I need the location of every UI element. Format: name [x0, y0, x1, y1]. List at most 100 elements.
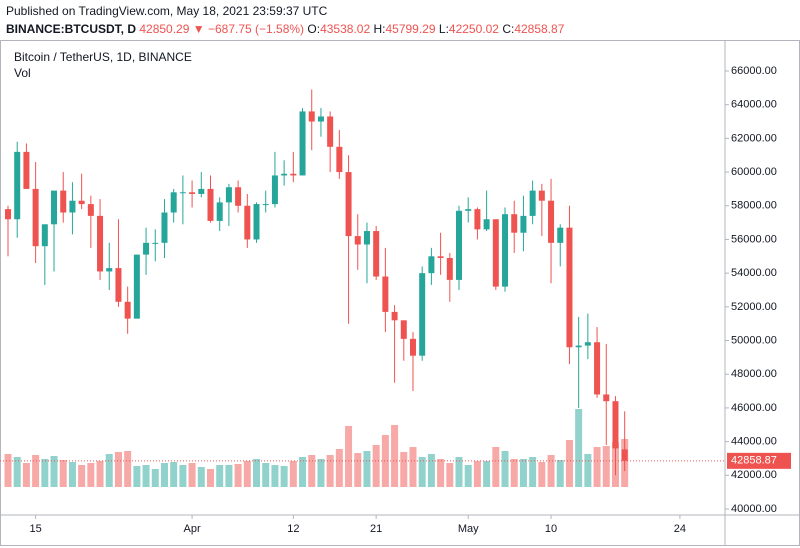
- x-tick-label: 10: [545, 523, 557, 535]
- candle-body: [456, 210, 463, 280]
- candle-body: [179, 192, 186, 194]
- y-tick-label: 64000.00: [731, 99, 777, 111]
- candle-body: [400, 320, 407, 339]
- volume-bar: [381, 435, 389, 487]
- candle-body: [51, 190, 58, 225]
- high: 45799.29: [385, 22, 436, 36]
- volume-bar: [335, 449, 343, 487]
- volume-bar: [299, 457, 307, 487]
- candle-body: [308, 111, 315, 122]
- x-tick-label: May: [458, 523, 479, 535]
- candle-body: [382, 276, 389, 312]
- volume-bar: [529, 457, 537, 487]
- candle-body: [41, 224, 48, 247]
- o-label: O:: [307, 22, 321, 36]
- candle-body: [538, 190, 545, 201]
- candle-body: [124, 301, 131, 319]
- chart-title: Bitcoin / TetherUS, 1D, BINANCE: [14, 50, 192, 64]
- y-tick-label: 44000.00: [731, 436, 777, 448]
- volume-bar: [317, 459, 325, 487]
- candle-body: [207, 188, 214, 221]
- candle-body: [483, 219, 490, 230]
- candle-body: [14, 151, 21, 220]
- l-label: L:: [438, 22, 449, 36]
- candle-body: [87, 204, 94, 216]
- volume-bar: [446, 463, 454, 487]
- candle-body: [23, 151, 30, 189]
- y-tick-label: 40000.00: [731, 503, 777, 515]
- volume-bar: [87, 463, 95, 487]
- volume-bar: [262, 463, 270, 487]
- volume-bar: [538, 462, 546, 487]
- symbol: BINANCE:BTCUSDT, D: [6, 22, 136, 36]
- candle-body: [409, 338, 416, 356]
- candle-body: [262, 204, 269, 206]
- volume-bar: [575, 409, 583, 487]
- y-tick-label: 46000.00: [731, 402, 777, 414]
- candle-body: [502, 214, 509, 287]
- open: 43538.02: [320, 22, 371, 36]
- volume-bar: [105, 454, 113, 487]
- candle-body: [437, 256, 444, 258]
- candle-body: [354, 236, 361, 245]
- volume-bar: [519, 459, 527, 487]
- volume-bar: [584, 454, 592, 487]
- candle-body: [575, 345, 582, 348]
- volume-bar: [391, 425, 399, 487]
- volume-bar: [179, 465, 187, 487]
- volume-bar: [59, 460, 67, 487]
- volume-bar: [225, 465, 233, 487]
- candle-body: [244, 205, 251, 240]
- volume-bar: [289, 461, 297, 487]
- candle-body: [133, 254, 140, 319]
- candle-body: [566, 227, 573, 348]
- volume-bar: [253, 459, 261, 487]
- volume-bar: [243, 461, 251, 487]
- volume-bar: [133, 466, 141, 487]
- candle-body: [299, 111, 306, 176]
- volume-bar: [492, 447, 500, 487]
- change: −687.75 (−1.58%): [207, 22, 305, 36]
- x-tick-label: 12: [287, 523, 299, 535]
- volume-bar: [206, 469, 214, 487]
- volume-bar: [345, 426, 353, 487]
- volume-bar: [464, 465, 472, 487]
- y-tick-label: 60000.00: [731, 166, 777, 178]
- y-tick-label: 54000.00: [731, 267, 777, 279]
- candle-body: [189, 192, 196, 194]
- candle-body: [115, 268, 122, 302]
- volume-bar: [142, 465, 150, 487]
- candle-body: [363, 231, 370, 245]
- candle-body: [32, 188, 39, 247]
- c-label: C:: [502, 22, 515, 36]
- quote-line: BINANCE:BTCUSDT, D 42850.29 ▼ −687.75 (−…: [6, 20, 564, 38]
- close: 42858.87: [514, 22, 565, 36]
- candle-body: [106, 268, 113, 272]
- x-tick-label: 21: [370, 523, 382, 535]
- header: Published on TradingView.com, May 18, 20…: [6, 2, 564, 38]
- candle-body: [474, 209, 481, 230]
- candle-body: [492, 219, 499, 287]
- candle-body: [345, 172, 352, 237]
- volume-bar: [188, 463, 196, 487]
- y-tick-label: 62000.00: [731, 132, 777, 144]
- volume-bar: [197, 467, 205, 487]
- volume-bar: [510, 459, 518, 487]
- volume-bar: [22, 463, 30, 487]
- price: 42850.29: [139, 22, 190, 36]
- volume-bar: [473, 461, 481, 487]
- published: Published on TradingView.com, May 18, 20…: [6, 4, 328, 18]
- candle-body: [225, 187, 232, 203]
- volume-bar: [593, 447, 601, 487]
- chart: Bitcoin / TetherUS, 1D, BINANCE Vol 4000…: [0, 40, 800, 546]
- candle-body: [235, 187, 242, 206]
- volume-bar: [32, 455, 40, 487]
- volume-bar: [437, 459, 445, 487]
- candle-body: [511, 214, 518, 233]
- candle-body: [69, 200, 76, 213]
- y-tick-label: 58000.00: [731, 200, 777, 212]
- x-tick-label: Apr: [184, 523, 201, 535]
- candle-body: [465, 209, 472, 211]
- candle-body: [428, 256, 435, 274]
- candle-body: [520, 215, 527, 233]
